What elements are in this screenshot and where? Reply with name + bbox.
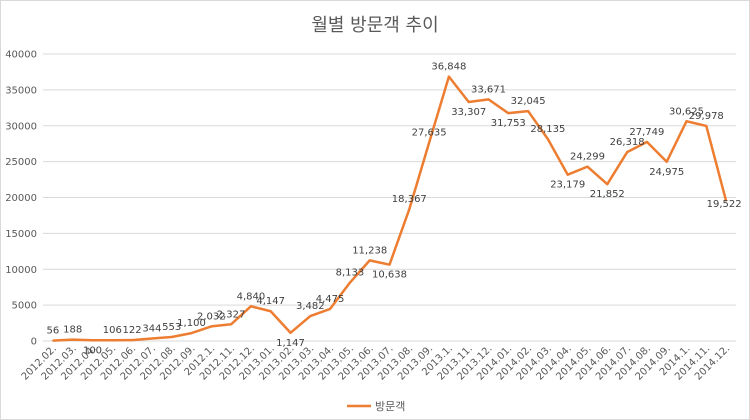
data-label: 4,147 xyxy=(256,296,285,307)
data-point xyxy=(606,183,609,186)
data-label: 1,147 xyxy=(276,338,305,349)
data-label: 8,133 xyxy=(336,268,365,279)
series-layer xyxy=(52,75,728,342)
data-point xyxy=(349,281,351,284)
data-label: 188 xyxy=(63,325,82,336)
data-label: 122 xyxy=(123,325,142,336)
data-point xyxy=(408,208,411,211)
x-axis: 2012.02.2012.03.2012.04.2012.05.2012.06.… xyxy=(20,343,732,382)
data-point xyxy=(388,263,391,266)
legend-label: 방문객 xyxy=(375,400,405,413)
data-label: 2,327 xyxy=(217,309,246,320)
data-label: 24,975 xyxy=(649,167,684,178)
data-label: 23,179 xyxy=(550,180,585,191)
data-label: 33,307 xyxy=(451,107,486,118)
data-label: 21,852 xyxy=(590,189,625,200)
gridlines xyxy=(43,53,736,342)
data-label: 27,635 xyxy=(412,128,447,139)
data-point xyxy=(250,305,252,308)
data-label: 3,482 xyxy=(296,301,325,312)
data-label: 31,753 xyxy=(491,118,526,129)
y-tick-label: 5000 xyxy=(12,301,37,312)
data-label: 26,318 xyxy=(610,137,645,148)
data-point xyxy=(91,339,94,342)
data-point xyxy=(527,110,529,112)
data-label: 30,625 xyxy=(669,106,704,117)
data-point xyxy=(131,339,133,341)
data-point xyxy=(230,323,232,326)
data-label: 32,045 xyxy=(511,96,546,107)
data-point xyxy=(309,315,312,317)
data-point xyxy=(725,200,727,202)
y-tick-label: 20000 xyxy=(5,193,37,204)
data-point xyxy=(547,138,549,140)
data-label: 4,840 xyxy=(237,291,266,302)
y-tick-label: 10000 xyxy=(5,265,37,276)
chart-title: 월별 방문객 추이 xyxy=(311,15,438,36)
data-point xyxy=(71,338,74,341)
data-point xyxy=(665,161,668,163)
data-label: 18,367 xyxy=(392,194,427,205)
data-label: 28,135 xyxy=(530,124,565,135)
data-point xyxy=(566,173,569,176)
data-point xyxy=(289,331,292,334)
y-tick-label: 30000 xyxy=(5,121,37,132)
data-point xyxy=(705,125,708,127)
data-label: 19,522 xyxy=(707,199,742,210)
data-point xyxy=(626,151,628,153)
data-label: 106 xyxy=(103,325,122,336)
data-point xyxy=(111,339,114,342)
data-label: 4,475 xyxy=(316,294,345,305)
data-point xyxy=(467,101,470,103)
data-label: 24,299 xyxy=(570,152,605,163)
data-point xyxy=(210,325,213,328)
data-label: 36,848 xyxy=(431,62,466,73)
data-label: 1,100 xyxy=(177,318,206,329)
data-point xyxy=(368,259,371,262)
y-tick-label: 15000 xyxy=(5,229,37,240)
data-label: 11,238 xyxy=(352,245,387,256)
y-axis: 0 5000 10000 15000 20000 25000 30000 35000 40000 xyxy=(5,50,37,348)
y-tick-label: 35000 xyxy=(5,85,37,96)
y-tick-label: 0 xyxy=(31,337,37,348)
data-label: 344 xyxy=(142,324,161,335)
data-point xyxy=(448,75,450,78)
data-label: 2,032 xyxy=(197,311,226,322)
data-label: 33,671 xyxy=(471,84,506,95)
legend: 방문객 xyxy=(347,400,405,413)
data-point xyxy=(329,308,331,310)
data-label: 553 xyxy=(162,322,181,333)
data-label: 56 xyxy=(47,326,60,337)
data-point xyxy=(586,165,589,168)
data-point xyxy=(151,337,153,340)
data-label: 27,749 xyxy=(629,127,664,138)
data-point xyxy=(269,310,272,313)
data-point xyxy=(190,332,193,334)
series-line-visitors xyxy=(52,75,728,342)
data-point xyxy=(487,98,490,101)
data-label: 29,978 xyxy=(689,111,724,122)
data-point xyxy=(685,120,688,123)
data-point xyxy=(428,141,430,144)
data-point xyxy=(170,336,173,338)
data-point xyxy=(507,112,510,114)
data-label: 100 xyxy=(83,345,102,356)
data-point xyxy=(52,339,54,342)
y-tick-label: 25000 xyxy=(5,157,37,168)
data-point xyxy=(646,141,648,143)
y-tick-label: 40000 xyxy=(5,50,37,61)
data-label: 10,638 xyxy=(372,270,407,281)
